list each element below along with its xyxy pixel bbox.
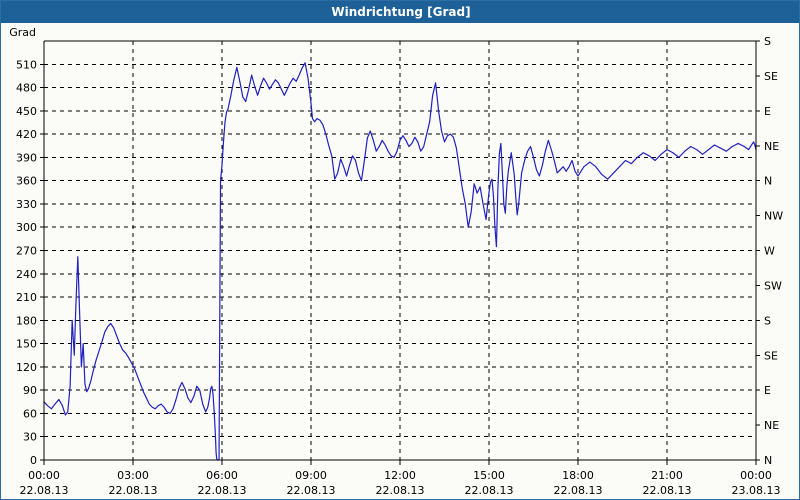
x-axis-time-label: 18:00: [562, 469, 594, 482]
wind-direction-line-chart: 0 30 60 90 120 150 180 210 240 270 300 330 360 390 420…: [9, 26, 783, 497]
chart-canvas: 0 30 60 90 120 150 180 210 240 270 300 330 360 390 420…: [1, 23, 799, 499]
x-axis-date-label: 22.08.13: [554, 484, 603, 497]
x-axis-date-label: 22.08.13: [643, 484, 692, 497]
x-axis-date-label: 23.08.13: [732, 484, 781, 497]
y-axis-left-tick-label: 390: [16, 151, 37, 164]
y-axis-right-tick-label: E: [764, 384, 771, 397]
y-axis-right-tick-label: SE: [764, 349, 778, 362]
y-axis-left-tick-label: 30: [23, 431, 37, 444]
x-axis-time-label: 09:00: [295, 469, 327, 482]
labels-layer: 0 30 60 90 120 150 180 210 240 270 300 330 360 390 420…: [9, 26, 783, 497]
x-axis-date-label: 22.08.13: [109, 484, 158, 497]
y-axis-left-tick-label: 420: [16, 128, 37, 141]
y-axis-left-tick-label: 330: [16, 198, 37, 211]
x-axis-time-label: 00:00: [740, 469, 772, 482]
y-axis-left-tick-label: 270: [16, 245, 37, 258]
x-axis-date-label: 22.08.13: [198, 484, 247, 497]
y-axis-right-tick-label: N: [764, 454, 772, 467]
window-titlebar: Windrichtung [Grad]: [1, 1, 799, 23]
x-axis-date-label: 22.08.13: [287, 484, 336, 497]
series-layer: [43, 62, 757, 461]
y-axis-right-tick-label: SE: [764, 70, 778, 83]
y-axis-left-tick-label: 180: [16, 314, 37, 327]
y-axis-left-tick-label: 210: [16, 291, 37, 304]
data-series-line: [43, 62, 757, 461]
window-title: Windrichtung [Grad]: [331, 5, 471, 19]
y-axis-left-tick-label: 120: [16, 361, 37, 374]
x-axis-time-label: 03:00: [117, 469, 149, 482]
x-axis-time-label: 12:00: [384, 469, 416, 482]
y-axis-left-tick-label: 510: [16, 58, 37, 71]
y-axis-left-tick-label: 60: [23, 407, 37, 420]
x-axis-date-label: 22.08.13: [376, 484, 425, 497]
x-axis-date-label: 22.08.13: [20, 484, 69, 497]
y-axis-right-tick-label: NE: [764, 419, 779, 432]
y-axis-left-tick-label: 450: [16, 105, 37, 118]
y-axis-left-tick-label: 90: [23, 384, 37, 397]
y-axis-right-tick-label: S: [764, 35, 771, 48]
y-axis-right-tick-label: N: [764, 175, 772, 188]
y-axis-right-tick-label: S: [764, 314, 771, 327]
y-axis-right-tick-label: W: [764, 245, 775, 258]
y-axis-title: Grad: [9, 26, 36, 39]
y-axis-right-tick-label: NE: [764, 140, 779, 153]
x-axis-time-label: 00:00: [28, 469, 60, 482]
y-axis-left-tick-label: 300: [16, 221, 37, 234]
x-axis-time-label: 21:00: [651, 469, 683, 482]
y-axis-right-tick-label: NW: [764, 210, 783, 223]
y-axis-left-tick-label: 0: [30, 454, 37, 467]
y-axis-right-tick-label: SW: [764, 279, 782, 292]
axes-layer: [40, 40, 760, 465]
y-axis-left-tick-label: 240: [16, 268, 37, 281]
grid-layer: [44, 41, 756, 460]
x-axis-time-label: 15:00: [473, 469, 505, 482]
y-axis-right-tick-label: E: [764, 105, 771, 118]
x-axis-date-label: 22.08.13: [465, 484, 514, 497]
y-axis-left-tick-label: 150: [16, 338, 37, 351]
y-axis-left-tick-label: 360: [16, 175, 37, 188]
x-axis-time-label: 06:00: [206, 469, 238, 482]
y-axis-left-tick-label: 480: [16, 82, 37, 95]
